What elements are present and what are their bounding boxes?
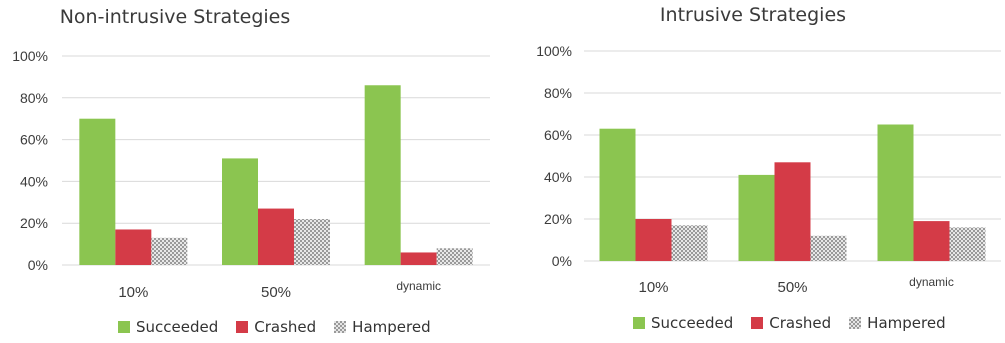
y-tick-label: 60%	[544, 127, 572, 143]
legend-item-hampered: Hampered	[849, 314, 946, 332]
legend-swatch-hampered	[334, 321, 347, 333]
bar-hampered	[436, 248, 473, 265]
bar-crashed	[635, 219, 672, 261]
legend-label-crashed: Crashed	[769, 314, 832, 332]
chart-panel-intrusive: Intrusive Strategies 0% 20% 40% 60% 80% 100% 1…	[503, 0, 1005, 343]
bar-chart-non-intrusive: 0% 20% 40% 60% 80% 100% 10% 50% dynamic	[12, 48, 490, 301]
y-tick-label: 40%	[20, 173, 48, 189]
bar-succeeded	[738, 174, 775, 261]
x-category-label: 50%	[777, 279, 807, 296]
x-category-label: dynamic	[909, 275, 954, 289]
bar-hampered	[671, 225, 708, 261]
y-tick-label: 80%	[20, 90, 48, 106]
legend-swatch-crashed	[236, 321, 249, 333]
x-category-label: 50%	[261, 284, 291, 301]
legend-item-crashed: Crashed	[236, 318, 316, 336]
bar-crashed	[400, 252, 437, 265]
y-tick-label: 80%	[544, 85, 572, 101]
bar-succeeded	[364, 85, 401, 265]
legend-swatch-succeeded	[633, 317, 645, 329]
legend-item-succeeded: Succeeded	[633, 314, 733, 332]
legend-label-crashed: Crashed	[254, 318, 317, 336]
bar-crashed	[115, 229, 152, 265]
y-tick-label: 100%	[536, 43, 572, 59]
bar-succeeded	[222, 158, 258, 265]
y-tick-label: 20%	[20, 215, 48, 231]
bar-succeeded	[877, 124, 914, 261]
chart-legend: Succeeded Crashed Hampered	[118, 318, 431, 336]
bar-crashed	[258, 208, 294, 265]
x-category-label: dynamic	[396, 279, 441, 293]
legend-item-hampered: Hampered	[334, 318, 431, 336]
bar-hampered	[151, 237, 188, 265]
bar-crashed	[774, 162, 811, 261]
x-category-label: 10%	[118, 284, 148, 301]
legend-label-succeeded: Succeeded	[651, 314, 734, 332]
legend-swatch-crashed	[751, 317, 764, 329]
legend-swatch-hampered	[849, 317, 862, 329]
y-tick-label: 0%	[552, 253, 572, 269]
legend-swatch-succeeded	[118, 321, 130, 333]
bar-succeeded	[79, 118, 116, 265]
y-tick-label: 60%	[20, 132, 48, 148]
bar-hampered	[949, 227, 986, 261]
y-tick-label: 40%	[544, 169, 572, 185]
legend-item-crashed: Crashed	[751, 314, 831, 332]
bar-hampered	[810, 235, 847, 261]
y-tick-label: 100%	[12, 48, 48, 64]
y-tick-label: 0%	[28, 257, 48, 273]
bar-crashed	[913, 221, 950, 261]
bar-hampered	[294, 219, 330, 265]
legend-label-succeeded: Succeeded	[136, 318, 219, 336]
bar-chart-intrusive: 0% 20% 40% 60% 80% 100% 10% 50% dynamic	[536, 43, 1001, 296]
legend-item-succeeded: Succeeded	[118, 318, 218, 336]
chart-title: Intrusive Strategies	[659, 4, 847, 26]
bar-succeeded	[599, 128, 636, 261]
y-tick-label: 20%	[544, 211, 572, 227]
legend-label-hampered: Hampered	[867, 314, 946, 332]
chart-title: Non-intrusive Strategies	[59, 6, 291, 28]
chart-legend: Succeeded Crashed Hampered	[633, 314, 946, 332]
legend-label-hampered: Hampered	[352, 318, 431, 336]
chart-panel-non-intrusive: Non-intrusive Strategies 0% 20% 40% 60% 80% 1…	[0, 0, 500, 343]
x-category-label: 10%	[638, 279, 668, 296]
